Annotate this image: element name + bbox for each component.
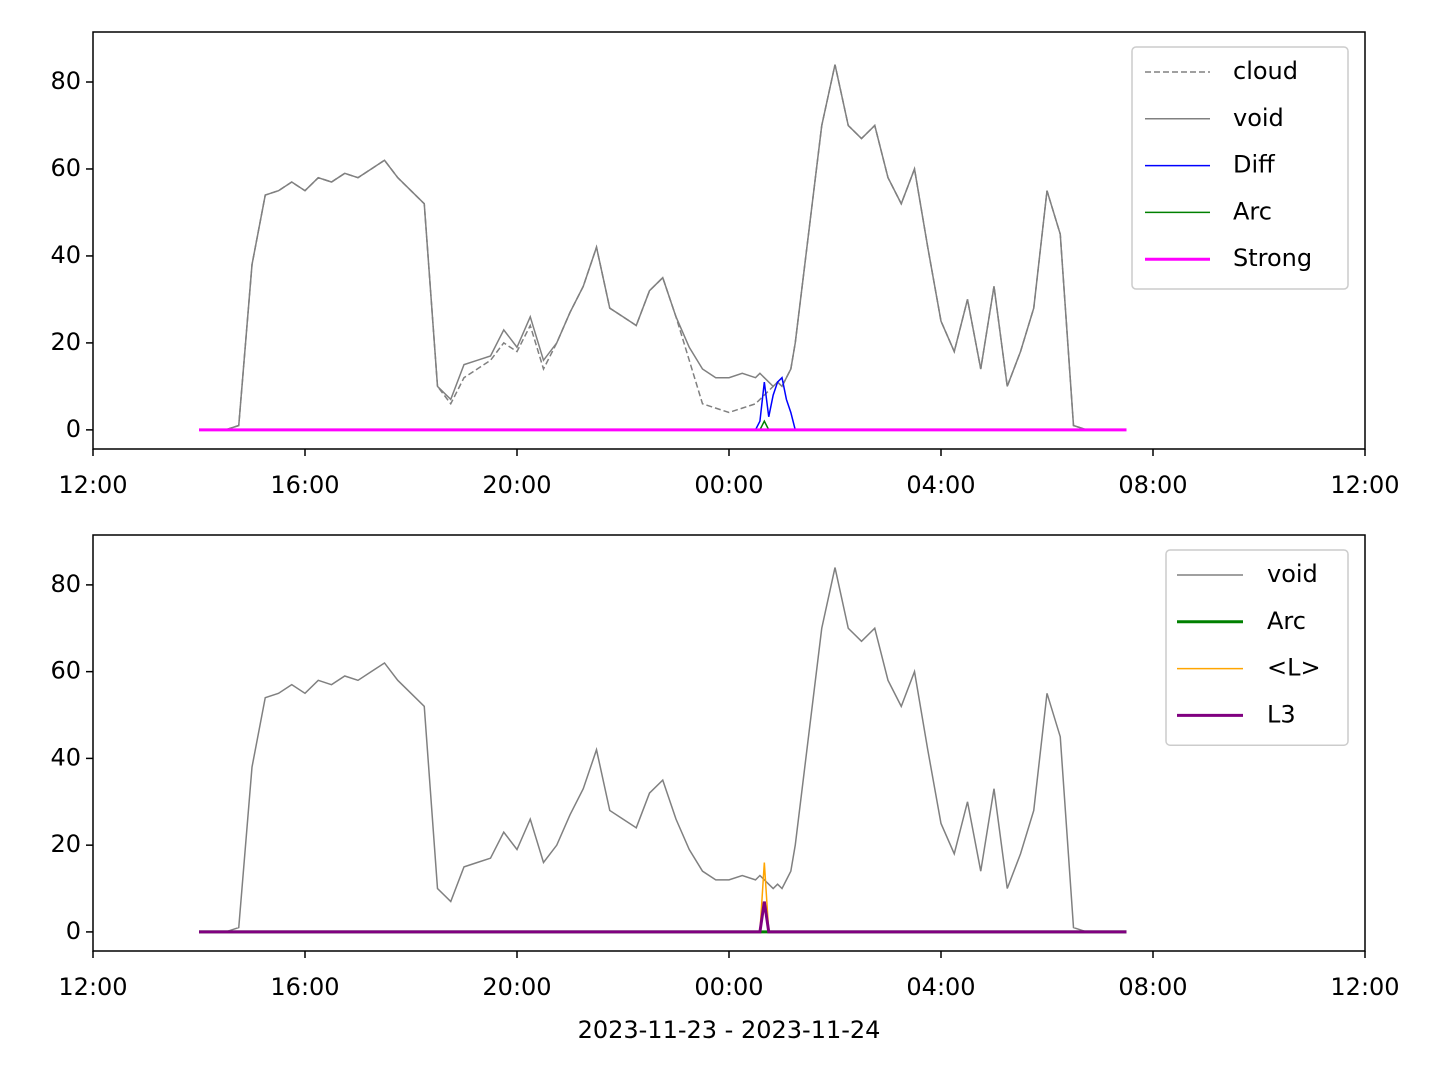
legend-label: cloud [1233, 57, 1298, 85]
series-line [199, 862, 1127, 933]
legend-label: <L> [1267, 654, 1321, 682]
legend-box [1131, 46, 1349, 290]
x-tick-label: 20:00 [482, 471, 551, 499]
legend-label: L3 [1267, 700, 1296, 728]
y-tick-label: 80 [50, 67, 81, 95]
series-line [199, 567, 1127, 933]
x-tick-label: 16:00 [270, 471, 339, 499]
y-tick-label: 40 [50, 241, 81, 269]
x-tick-label: 16:00 [270, 973, 339, 1001]
legend-label: Strong [1233, 244, 1312, 272]
y-tick-label: 0 [66, 415, 81, 443]
series-line [199, 901, 1127, 934]
y-tick-label: 40 [50, 743, 81, 771]
x-tick-label: 04:00 [906, 471, 975, 499]
series-line [199, 64, 1127, 431]
legend-label: Arc [1233, 197, 1272, 225]
x-axis-label: 2023-11-23 - 2023-11-24 [578, 1016, 881, 1044]
x-tick-label: 00:00 [694, 973, 763, 1001]
y-tick-label: 60 [50, 154, 81, 182]
y-tick-label: 80 [50, 570, 81, 598]
x-tick-label: 08:00 [1118, 471, 1187, 499]
legend-label: Diff [1233, 151, 1275, 179]
x-tick-label: 20:00 [482, 973, 551, 1001]
legend-label: void [1233, 104, 1284, 132]
x-tick-label: 12:00 [58, 973, 127, 1001]
y-tick-label: 20 [50, 328, 81, 356]
legend-label: Arc [1267, 607, 1306, 635]
y-tick-label: 0 [66, 917, 81, 945]
series-line [199, 376, 1127, 431]
x-tick-label: 04:00 [906, 973, 975, 1001]
series-line [199, 64, 1127, 431]
legend-label: void [1267, 560, 1318, 588]
x-tick-label: 12:00 [58, 471, 127, 499]
x-tick-label: 00:00 [694, 471, 763, 499]
y-tick-label: 20 [50, 830, 81, 858]
x-tick-label: 12:00 [1330, 471, 1399, 499]
y-tick-label: 60 [50, 657, 81, 685]
x-tick-label: 08:00 [1118, 973, 1187, 1001]
x-tick-label: 12:00 [1330, 973, 1399, 1001]
legend-box [1165, 549, 1349, 746]
